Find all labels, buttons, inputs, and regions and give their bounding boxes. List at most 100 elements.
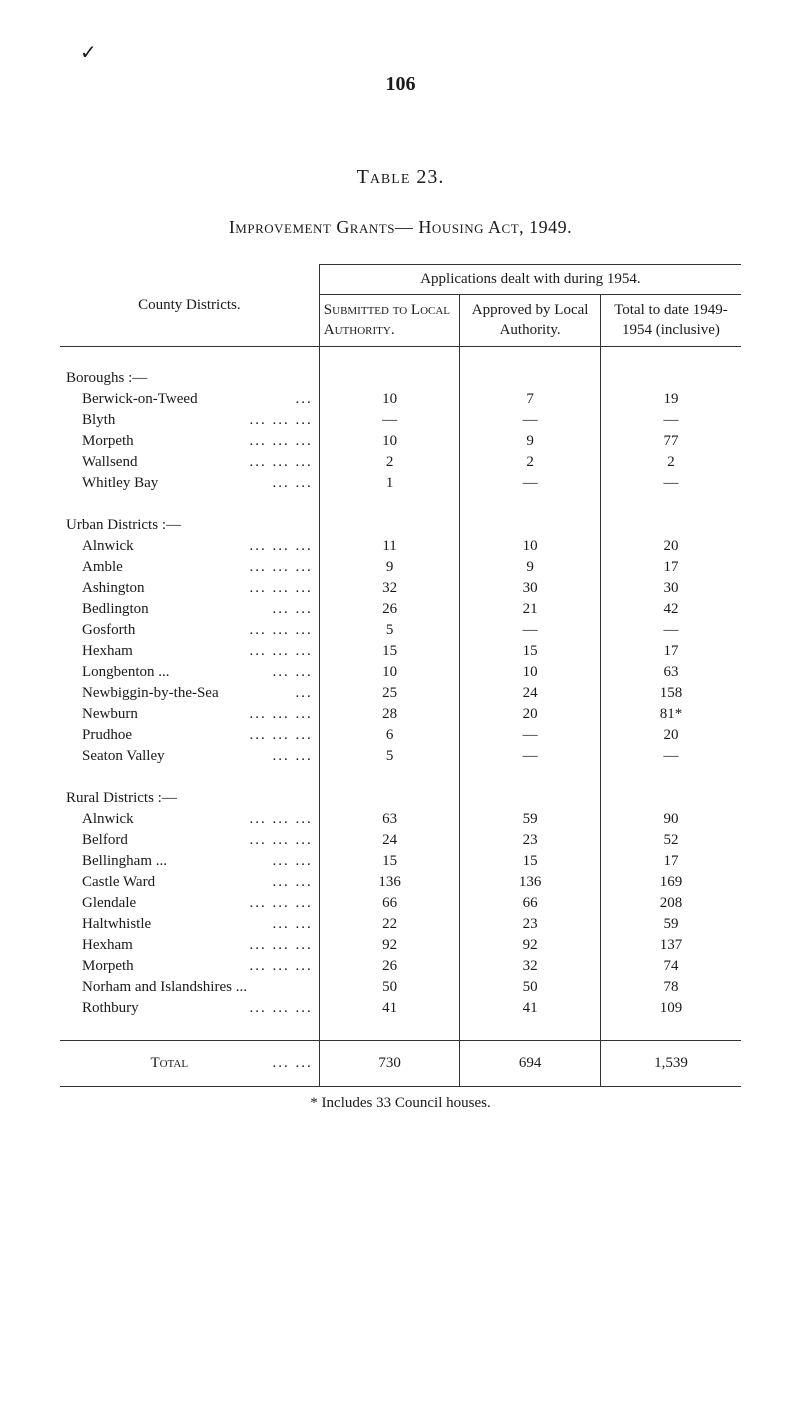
- row-label: Norham and Islandshires ...: [60, 977, 319, 998]
- leader-dots: ... ... ...: [250, 580, 313, 597]
- total-c3: 1,539: [600, 1041, 741, 1087]
- cell-c1: 41: [319, 998, 460, 1019]
- table-title: Table 23.: [60, 166, 741, 189]
- district-name: Newburn: [82, 706, 138, 723]
- col-header-approved: Approved by Local Authority.: [460, 295, 601, 347]
- table-row: Ashington... ... ...323030: [60, 578, 741, 599]
- cell-c2: 92: [460, 935, 601, 956]
- row-label: Blyth... ... ...: [60, 410, 319, 431]
- cell-c1: 136: [319, 872, 460, 893]
- cell-c2: 10: [460, 662, 601, 683]
- empty-cell: [600, 515, 741, 536]
- cell-c3: 17: [600, 641, 741, 662]
- cell-c3: 208: [600, 893, 741, 914]
- cell-c2: —: [460, 410, 601, 431]
- district-name: Belford: [82, 832, 128, 849]
- table-row: Berwick-on-Tweed...10719: [60, 389, 741, 410]
- leader-dots: ... ...: [273, 748, 313, 765]
- cell-c2: 10: [460, 536, 601, 557]
- cell-c2: 30: [460, 578, 601, 599]
- spacer-row: [60, 347, 741, 369]
- cell-c1: 5: [319, 620, 460, 641]
- cell-c3: —: [600, 473, 741, 494]
- district-name: Bedlington: [82, 601, 149, 618]
- row-label: Hexham ... ... ...: [60, 641, 319, 662]
- table-row: Belford... ... ...242352: [60, 830, 741, 851]
- district-name: Morpeth: [82, 433, 134, 450]
- leader-dots: ... ... ...: [250, 958, 313, 975]
- cell-c1: 2: [319, 452, 460, 473]
- district-name: Longbenton ...: [82, 664, 170, 681]
- cell-c3: 20: [600, 536, 741, 557]
- leader-dots: ... ... ...: [250, 559, 313, 576]
- row-label: Belford... ... ...: [60, 830, 319, 851]
- district-name: Ashington: [82, 580, 145, 597]
- cell-c3: 20: [600, 725, 741, 746]
- leader-dots: ... ... ...: [250, 706, 313, 723]
- table-row: Whitley Bay... ...1——: [60, 473, 741, 494]
- table-row: Prudhoe... ... ...6—20: [60, 725, 741, 746]
- row-label: Wallsend... ... ...: [60, 452, 319, 473]
- district-name: Seaton Valley: [82, 748, 165, 765]
- cell-c2: 41: [460, 998, 601, 1019]
- cell-c2: 7: [460, 389, 601, 410]
- table-row: Castle Ward... ...136136169: [60, 872, 741, 893]
- total-c1: 730: [319, 1041, 460, 1087]
- cell-c3: 109: [600, 998, 741, 1019]
- cell-c1: 66: [319, 893, 460, 914]
- empty-cell: [600, 788, 741, 809]
- cell-c2: 66: [460, 893, 601, 914]
- cell-c2: 23: [460, 830, 601, 851]
- total-label: Total ... ...: [60, 1041, 319, 1087]
- cell-c2: 23: [460, 914, 601, 935]
- cell-c3: 77: [600, 431, 741, 452]
- district-name: Prudhoe: [82, 727, 132, 744]
- section-label: Urban Districts :—: [60, 515, 319, 536]
- spacer-row: [60, 1019, 741, 1041]
- section-row: Rural Districts :—: [60, 788, 741, 809]
- tick-mark: ✓: [80, 40, 741, 65]
- row-label: Prudhoe... ... ...: [60, 725, 319, 746]
- cell-c2: 50: [460, 977, 601, 998]
- cell-c3: 169: [600, 872, 741, 893]
- district-name: Castle Ward: [82, 874, 155, 891]
- cell-c1: 24: [319, 830, 460, 851]
- leader-dots: ... ...: [273, 664, 313, 681]
- cell-c3: 90: [600, 809, 741, 830]
- district-name: Hexham: [82, 643, 133, 660]
- cell-c3: 81*: [600, 704, 741, 725]
- cell-c3: 30: [600, 578, 741, 599]
- table-row: Hexham... ... ...151517: [60, 641, 741, 662]
- row-label: Amble... ... ...: [60, 557, 319, 578]
- leader-dots: ... ... ...: [250, 937, 313, 954]
- table-row: Longbenton ...... ...101063: [60, 662, 741, 683]
- empty-cell: [600, 368, 741, 389]
- table-row: Hexham... ... ...9292137: [60, 935, 741, 956]
- row-label: Rothbury... ... ...: [60, 998, 319, 1019]
- section-label: Rural Districts :—: [60, 788, 319, 809]
- row-label: Alnwick... ... ...: [60, 536, 319, 557]
- district-name: Haltwhistle: [82, 916, 151, 933]
- col-header-submitted: Submitted to Local Authority.: [319, 295, 460, 347]
- cell-c3: 78: [600, 977, 741, 998]
- leader-dots: ... ... ...: [250, 811, 313, 828]
- table-row: Seaton Valley... ...5——: [60, 746, 741, 767]
- footnote: * Includes 33 Council houses.: [60, 1095, 741, 1112]
- data-table: County Districts. Applications dealt wit…: [60, 264, 741, 1087]
- leader-dots: ... ... ...: [250, 433, 313, 450]
- row-label: Gosforth... ... ...: [60, 620, 319, 641]
- cell-c2: 9: [460, 431, 601, 452]
- district-name: Morpeth: [82, 958, 134, 975]
- table-row: Blyth... ... ...———: [60, 410, 741, 431]
- section-row: Urban Districts :—: [60, 515, 741, 536]
- cell-c3: 74: [600, 956, 741, 977]
- row-label: Berwick-on-Tweed...: [60, 389, 319, 410]
- leader-dots: ... ... ...: [250, 643, 313, 660]
- cell-c1: 10: [319, 431, 460, 452]
- table-row: Morpeth ... ... ... 10977: [60, 431, 741, 452]
- cell-c2: 20: [460, 704, 601, 725]
- table-row: Haltwhistle... ...222359: [60, 914, 741, 935]
- district-name: Blyth: [82, 412, 115, 429]
- spacer-row: [60, 494, 741, 515]
- cell-c1: 6: [319, 725, 460, 746]
